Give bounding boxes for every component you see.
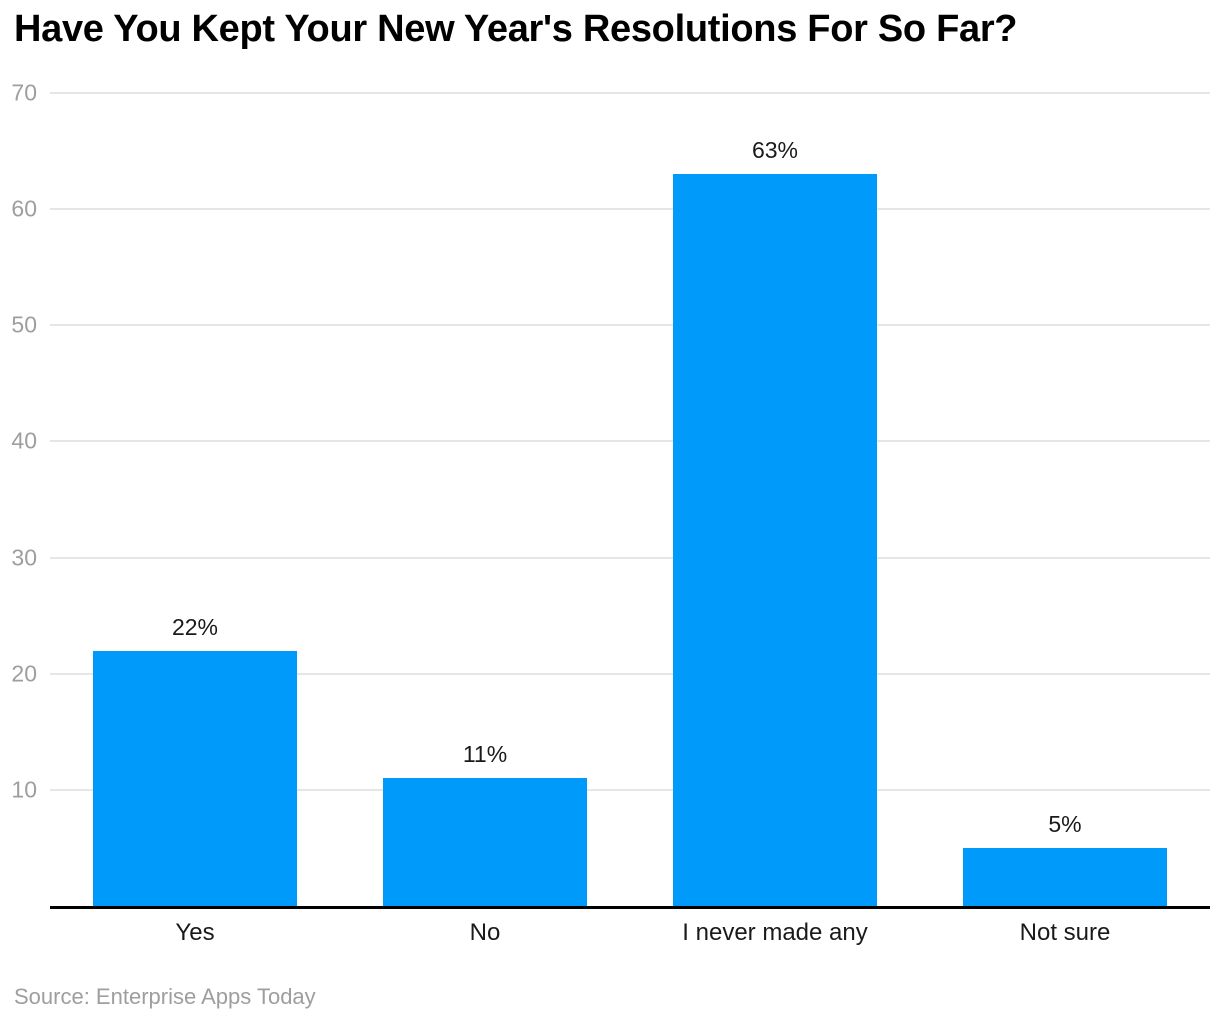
- y-axis-tick-label: 10: [11, 776, 37, 803]
- gridline: [50, 440, 1210, 443]
- x-axis-label: Not sure: [1019, 919, 1111, 946]
- x-axis-label: I never made any: [682, 919, 868, 946]
- bar: [963, 847, 1167, 906]
- bar: [383, 778, 587, 906]
- x-axis-label: Yes: [175, 919, 215, 946]
- y-axis-tick-label: 40: [11, 427, 37, 454]
- gridline: [50, 672, 1210, 675]
- bar-value-label: 63%: [751, 137, 799, 164]
- y-axis-tick-label: 70: [11, 79, 37, 106]
- x-axis-labels: Yes No I never made any Not sure: [50, 916, 1210, 950]
- y-axis-tick-label: 30: [11, 544, 37, 571]
- gridline: [50, 556, 1210, 559]
- y-axis-tick-label: 60: [11, 195, 37, 222]
- y-axis-tick-label: 20: [11, 660, 37, 687]
- x-axis-line: [50, 906, 1210, 909]
- gridline: [50, 92, 1210, 94]
- gridline: [50, 788, 1210, 791]
- bar-value-label: 5%: [1048, 810, 1082, 837]
- bar-value-label: 22%: [171, 613, 219, 640]
- bar-value-label: 11%: [462, 741, 508, 768]
- gridline: [50, 324, 1210, 327]
- bar: [673, 174, 877, 906]
- gridline: [50, 208, 1210, 211]
- source-caption: Source: Enterprise Apps Today: [14, 984, 316, 1009]
- x-axis-label: No: [469, 919, 501, 946]
- y-axis-tick-label: 50: [11, 311, 37, 338]
- bar: [93, 650, 297, 906]
- plot-area: 10 20 30 40 50 60 70 22% 11% 63% 5%: [11, 81, 1210, 909]
- chart-title: Have You Kept Your New Year's Resolution…: [14, 8, 1018, 50]
